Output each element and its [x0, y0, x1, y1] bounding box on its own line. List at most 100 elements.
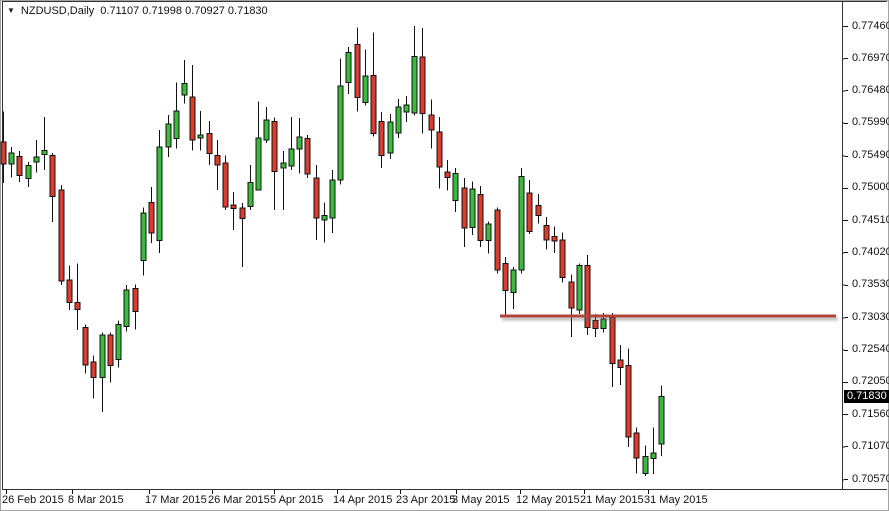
- candle: [609, 312, 616, 388]
- axis-ticks: [6, 26, 849, 494]
- candle: [436, 116, 443, 189]
- y-axis-label: 0.75490: [852, 149, 889, 161]
- candle: [230, 191, 237, 230]
- y-axis-label: 0.74510: [852, 214, 889, 226]
- candle: [0, 111, 7, 184]
- candle: [296, 118, 303, 174]
- y-axis-label: 0.74020: [852, 246, 889, 258]
- candle: [49, 153, 56, 223]
- candle: [66, 265, 73, 311]
- y-axis-label: 0.70570: [852, 473, 889, 485]
- candle: [337, 58, 344, 185]
- candle: [485, 221, 492, 254]
- candle: [428, 99, 435, 149]
- candle: [41, 116, 48, 171]
- x-axis-label: 21 May 2015: [580, 494, 644, 506]
- candle: [568, 274, 575, 338]
- candle: [444, 160, 451, 191]
- candle: [633, 427, 640, 474]
- candle: [658, 385, 665, 456]
- candle: [477, 185, 484, 248]
- candle: [370, 32, 377, 137]
- chart-title: ▼ NZDUSD,Daily 0.71107 0.71998 0.70927 0…: [7, 4, 268, 18]
- y-axis-label: 0.76480: [852, 84, 889, 96]
- y-axis-label: 0.77460: [852, 20, 889, 32]
- candle: [617, 345, 624, 386]
- candle: [132, 284, 139, 330]
- candle: [288, 116, 295, 171]
- horizontal-price-line[interactable]: [500, 314, 838, 321]
- candle: [197, 110, 204, 151]
- ohlc-readout: 0.71107 0.71998 0.70927 0.71830: [100, 5, 268, 17]
- candle: [345, 47, 352, 94]
- y-axis-label: 0.75000: [852, 181, 889, 193]
- candle: [354, 27, 361, 112]
- candle: [387, 114, 394, 159]
- candle: [559, 232, 566, 283]
- candle: [419, 28, 426, 134]
- x-axis-label: 12 May 2015: [516, 494, 580, 506]
- candle: [206, 120, 213, 165]
- candle: [189, 64, 196, 151]
- candle: [239, 203, 246, 267]
- candle: [494, 207, 501, 274]
- y-axis-label: 0.75990: [852, 116, 889, 128]
- candle: [625, 348, 632, 447]
- candle: [518, 168, 525, 274]
- x-axis-label: 23 Apr 2015: [396, 494, 456, 506]
- candle: [148, 187, 155, 244]
- x-axis-label: 5 Apr 2015: [270, 494, 324, 506]
- y-axis-label: 0.73030: [852, 311, 889, 323]
- x-axis-label: 3 May 2015: [452, 494, 510, 506]
- candle: [156, 130, 163, 253]
- candle: [165, 114, 172, 157]
- candle: [584, 255, 591, 336]
- candle: [214, 139, 221, 190]
- candle: [263, 106, 270, 144]
- candle: [395, 99, 402, 138]
- candle: [58, 185, 65, 286]
- candle: [33, 139, 40, 173]
- candle: [173, 82, 180, 149]
- candle: [99, 332, 106, 413]
- symbol-period-label: NZDUSD,Daily: [20, 5, 95, 17]
- candle: [403, 95, 410, 123]
- candle: [543, 216, 550, 250]
- y-axis-label: 0.72050: [852, 375, 889, 387]
- candle: [642, 445, 649, 476]
- candle: [16, 151, 23, 182]
- candle: [329, 170, 336, 234]
- candle: [90, 355, 97, 399]
- y-axis-label: 0.76970: [852, 52, 889, 64]
- x-axis-label: 17 Mar 2015: [145, 494, 207, 506]
- x-axis-label: 8 Mar 2015: [68, 494, 124, 506]
- candle: [378, 112, 385, 169]
- candle: [526, 180, 533, 234]
- candle: [411, 26, 418, 116]
- candle: [25, 162, 32, 188]
- current-price-label: 0.71830: [844, 390, 889, 403]
- candle: [452, 168, 459, 213]
- candle: [271, 117, 278, 211]
- candle: [222, 155, 229, 211]
- candle: [115, 320, 122, 368]
- candle: [255, 101, 262, 191]
- x-axis-label: 14 Apr 2015: [333, 494, 393, 506]
- candle: [321, 202, 328, 243]
- candle: [304, 135, 311, 178]
- x-axis-label: 26 Feb 2015: [2, 494, 64, 506]
- candle: [469, 181, 476, 236]
- candle: [551, 226, 558, 253]
- candle: [280, 151, 287, 211]
- y-axis-label: 0.73530: [852, 278, 889, 290]
- candle: [510, 266, 517, 309]
- candle: [247, 164, 254, 211]
- y-axis-label: 0.71070: [852, 440, 889, 452]
- symbol-dropdown-icon[interactable]: ▼: [7, 6, 15, 15]
- candle: [8, 147, 15, 178]
- candle: [362, 49, 369, 106]
- y-axis-label: 0.71560: [852, 408, 889, 420]
- candles-layer: [0, 26, 665, 476]
